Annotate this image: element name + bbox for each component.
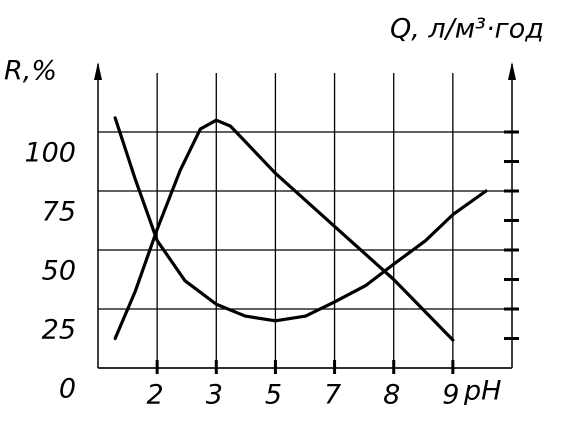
axis-arrow [508,62,516,80]
y-axis-label: R,% [4,56,57,87]
axis-arrow [94,62,102,80]
x-axis-label: pH [463,376,501,407]
y-tick-label: 100 [24,138,76,169]
y2-axis-label: Q, л/м³·год [390,14,544,45]
y-tick-label: 50 [42,256,76,287]
y-tick-label: 25 [42,315,76,346]
x-tick-label: 9 [442,380,459,411]
line [113,116,488,323]
y-tick-label: 75 [42,197,76,228]
x-tick-label: 5 [265,380,282,411]
x-tick-label: 8 [383,380,400,411]
x-tick-label: 3 [206,380,223,411]
x-tick-label: 7 [324,380,341,411]
y-tick-label: 0 [59,374,76,405]
x-tick-label: 2 [147,380,164,411]
line [113,118,455,342]
